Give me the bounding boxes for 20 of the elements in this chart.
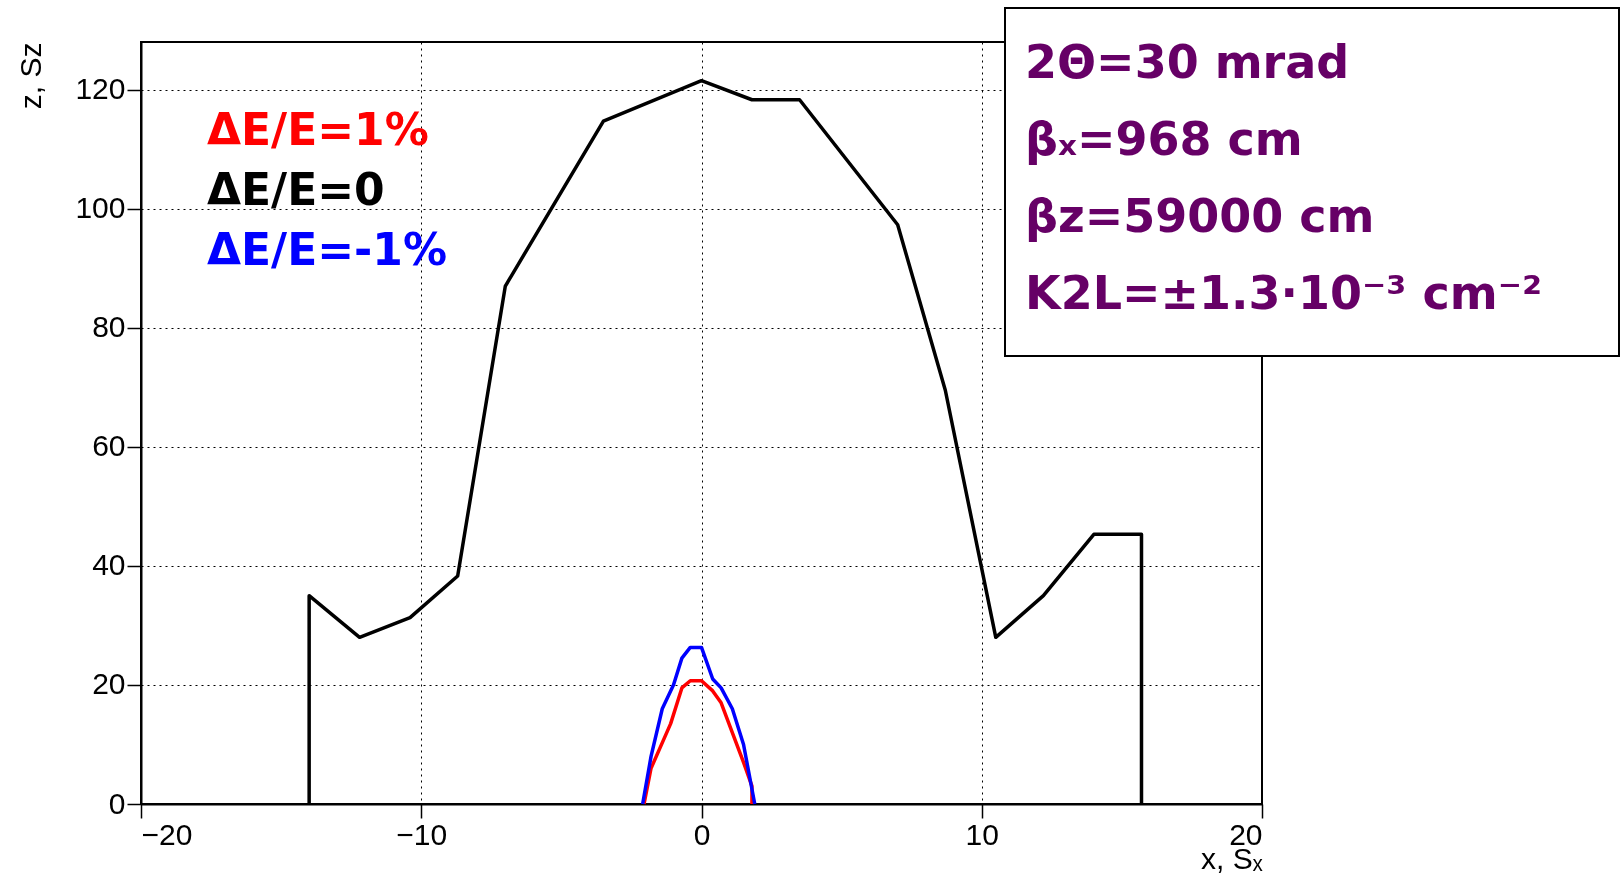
x-tick-label: 10 <box>965 817 999 851</box>
annotation: K2L=±1.3·10⁻³ cm⁻² <box>1025 266 1543 320</box>
line-series <box>640 645 757 806</box>
x-tick-label: −10 <box>396 817 448 851</box>
y-tick-label: 100 <box>75 191 126 225</box>
y-tick-label: 40 <box>92 548 126 582</box>
text: ΔE/E=1% <box>207 104 429 155</box>
x-tick-label: 0 <box>693 817 711 851</box>
text: ΔE/E=-1% <box>207 224 448 275</box>
y-axis-title: z, Sz <box>13 42 47 110</box>
y-tick-label: 20 <box>92 667 126 701</box>
annotation: 2Θ=30 mrad <box>1025 35 1350 89</box>
y-tick-label: 80 <box>92 310 126 344</box>
text: ΔE/E=0 <box>207 164 385 215</box>
y-tick-label: 120 <box>75 72 126 106</box>
x-tick-label: −20 <box>141 817 193 851</box>
y-tick-label: 0 <box>108 786 126 820</box>
annotation: βz=59000 cm <box>1025 189 1375 243</box>
y-tick-label: 60 <box>92 429 126 463</box>
annotation: βₓ=968 cm <box>1025 112 1303 166</box>
